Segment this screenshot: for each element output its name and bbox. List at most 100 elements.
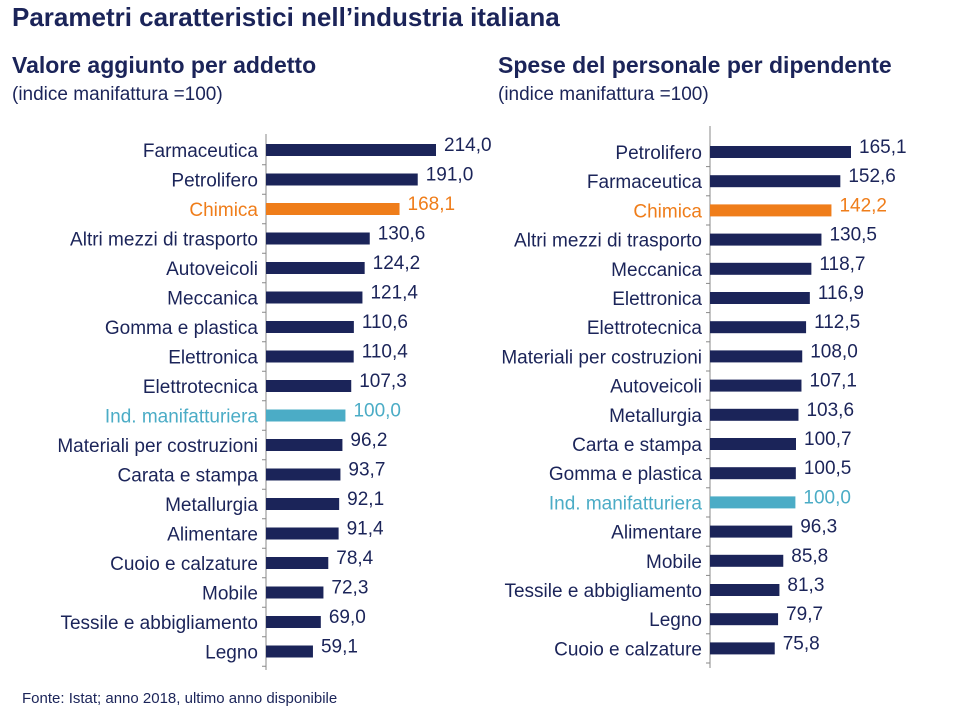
bar	[266, 645, 313, 658]
value-label: 79,7	[786, 604, 823, 625]
bar	[266, 498, 340, 510]
value-label: 72,3	[331, 578, 368, 599]
bar	[266, 232, 370, 245]
value-label: 116,9	[818, 283, 864, 304]
value-label: 168,1	[408, 194, 456, 215]
value-label: 121,4	[370, 283, 418, 304]
value-label: 112,5	[814, 312, 860, 333]
value-label: 100,0	[353, 401, 401, 422]
left-bar-chart: Farmaceutica 214,0 Petrolifero 191,0 Chimica…	[57, 134, 492, 670]
right-chart-subtitle: (indice manifattura =100)	[498, 84, 709, 105]
category-label: Autoveicoli	[610, 377, 702, 398]
bar	[710, 233, 822, 246]
left-chart-title: Valore aggiunto per addetto	[12, 52, 317, 78]
page-title: Parametri caratteristici nell’industria …	[12, 2, 560, 32]
category-label: Carta e stampa	[572, 435, 702, 456]
bar	[710, 525, 793, 538]
bar	[266, 321, 354, 333]
value-label: 124,2	[373, 253, 421, 274]
bar	[266, 262, 365, 274]
category-label: Alimentare	[611, 523, 702, 544]
value-label: 100,7	[804, 429, 852, 450]
category-label: Elettrotecnica	[143, 377, 259, 398]
bar	[266, 144, 436, 156]
bar	[710, 496, 796, 509]
bar	[710, 350, 803, 363]
category-label: Legno	[205, 643, 258, 664]
value-label: 78,4	[336, 548, 373, 569]
category-label: Carata e stampa	[118, 466, 259, 487]
bar	[710, 204, 832, 217]
value-label: 100,0	[803, 487, 851, 508]
category-label: Mobile	[202, 584, 258, 605]
category-label: Alimentare	[167, 525, 258, 546]
right-chart-title: Spese del personale per dipendente	[498, 52, 892, 78]
bar	[266, 616, 321, 628]
value-label: 96,3	[800, 517, 837, 538]
category-label: Cuoio e calzature	[554, 639, 702, 660]
value-label: 142,2	[839, 195, 887, 216]
value-label: 93,7	[348, 460, 385, 481]
category-label: Petrolifero	[171, 171, 258, 192]
bar	[266, 586, 324, 599]
value-label: 91,4	[347, 519, 384, 540]
bar	[266, 557, 329, 569]
bar	[710, 379, 802, 392]
value-label: 96,2	[350, 430, 387, 451]
category-label: Altri mezzi di trasporto	[514, 231, 702, 252]
category-label: Ind. manifatturiera	[105, 407, 259, 428]
value-label: 75,8	[783, 633, 820, 654]
bar	[710, 262, 812, 275]
bar	[710, 292, 810, 304]
bar	[266, 291, 363, 304]
bar	[266, 380, 352, 392]
value-label: 152,6	[848, 166, 896, 187]
category-label: Altri mezzi di trasporto	[70, 230, 258, 251]
value-label: 81,3	[787, 575, 824, 596]
value-label: 214,0	[444, 135, 492, 156]
category-label: Metallurgia	[609, 406, 702, 427]
category-label: Metallurgia	[165, 495, 258, 516]
category-label: Chimica	[633, 201, 702, 222]
value-label: 118,7	[819, 254, 865, 275]
value-label: 130,6	[378, 224, 426, 245]
value-label: 107,3	[359, 371, 407, 392]
value-label: 130,5	[829, 225, 877, 246]
category-label: Elettronica	[612, 289, 702, 310]
value-label: 165,1	[859, 137, 907, 158]
value-label: 59,1	[321, 637, 358, 658]
bar	[710, 467, 796, 480]
category-label: Farmaceutica	[587, 172, 703, 193]
bar	[710, 146, 851, 158]
bar	[710, 613, 779, 626]
value-label: 191,0	[426, 165, 474, 186]
category-label: Tessile e abbigliamento	[60, 613, 258, 634]
category-label: Materiali per costruzioni	[57, 436, 258, 457]
category-label: Petrolifero	[615, 143, 702, 164]
category-label: Elettrotecnica	[587, 318, 703, 339]
category-label: Gomma e plastica	[105, 318, 259, 339]
bar	[710, 438, 797, 450]
value-label: 103,6	[806, 400, 854, 421]
category-label: Ind. manifatturiera	[549, 493, 703, 514]
category-label: Legno	[649, 610, 702, 631]
value-label: 69,0	[329, 607, 366, 628]
category-label: Materiali per costruzioni	[501, 347, 702, 368]
bar	[266, 439, 343, 451]
category-label: Gomma e plastica	[549, 464, 703, 485]
value-label: 100,5	[804, 458, 852, 479]
value-label: 108,0	[810, 341, 858, 362]
bar	[710, 642, 775, 655]
left-chart-subtitle: (indice manifattura =100)	[12, 84, 223, 105]
value-label: 110,6	[362, 312, 408, 333]
bar	[266, 173, 418, 186]
bar	[710, 175, 841, 188]
category-label: Tessile e abbigliamento	[504, 581, 702, 602]
value-label: 107,1	[809, 371, 857, 392]
value-label: 92,1	[347, 489, 384, 510]
category-label: Mobile	[646, 552, 702, 573]
bar	[710, 554, 784, 567]
category-label: Chimica	[189, 200, 258, 221]
bar	[266, 203, 400, 215]
bar	[266, 350, 354, 363]
